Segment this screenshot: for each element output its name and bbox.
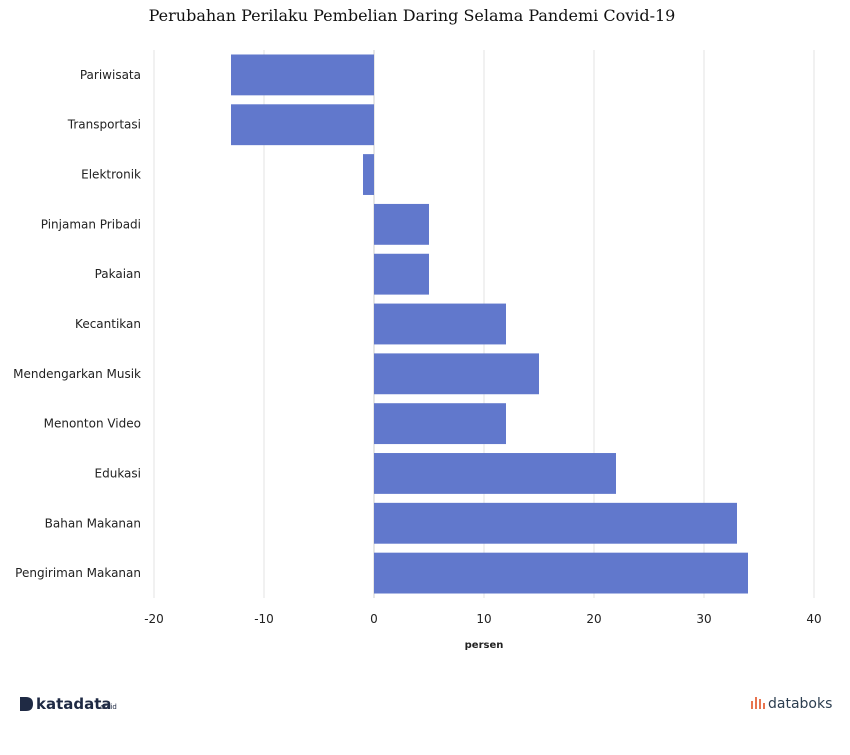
category-label: Pinjaman Pribadi xyxy=(41,217,141,231)
category-label: Pakaian xyxy=(95,267,141,281)
category-label: Transportasi xyxy=(67,118,141,132)
x-tick-label: 20 xyxy=(586,612,601,626)
chart-title: Perubahan Perilaku Pembelian Daring Sela… xyxy=(149,6,676,25)
category-label: Kecantikan xyxy=(75,317,141,331)
katadata-logo-suffix: .co.id xyxy=(98,703,117,711)
katadata-logo-mark-icon xyxy=(20,697,33,711)
category-label: Mendengarkan Musik xyxy=(13,367,141,381)
bar[interactable] xyxy=(374,502,737,544)
bar[interactable] xyxy=(374,453,616,494)
bar[interactable] xyxy=(374,203,429,245)
x-axis-label: persen xyxy=(465,640,504,651)
category-label: Menonton Video xyxy=(44,417,141,431)
bar[interactable] xyxy=(374,403,506,445)
databoks-logo: databoks xyxy=(751,696,832,712)
category-label: Pariwisata xyxy=(80,68,141,82)
category-labels: Pariwisata Transportasi Elektronik Pinjaman… xyxy=(13,68,141,580)
x-tick-label: 30 xyxy=(696,612,711,626)
category-label: Edukasi xyxy=(95,466,141,480)
databoks-logo-mark-icon xyxy=(751,697,765,709)
category-label: Bahan Makanan xyxy=(45,516,141,530)
bar[interactable] xyxy=(231,104,374,146)
bar[interactable] xyxy=(231,54,374,96)
katadata-logo-text: katadata xyxy=(36,695,112,713)
bar[interactable] xyxy=(374,552,748,594)
x-tick-label: -20 xyxy=(144,612,164,626)
x-tick-label: -10 xyxy=(254,612,274,626)
category-label: Elektronik xyxy=(81,168,141,182)
bar[interactable] xyxy=(374,253,429,295)
bar[interactable] xyxy=(363,154,374,195)
bar[interactable] xyxy=(374,303,506,345)
x-tick-labels: -20 -10 0 10 20 30 40 xyxy=(144,612,821,626)
bar-layer xyxy=(231,54,748,594)
bar[interactable] xyxy=(374,353,539,395)
katadata-logo: katadata .co.id xyxy=(20,695,117,713)
x-tick-label: 0 xyxy=(370,612,378,626)
category-label: Pengiriman Makanan xyxy=(15,566,141,580)
databoks-logo-text: databoks xyxy=(768,696,832,712)
x-tick-label: 10 xyxy=(476,612,491,626)
x-tick-label: 40 xyxy=(806,612,821,626)
